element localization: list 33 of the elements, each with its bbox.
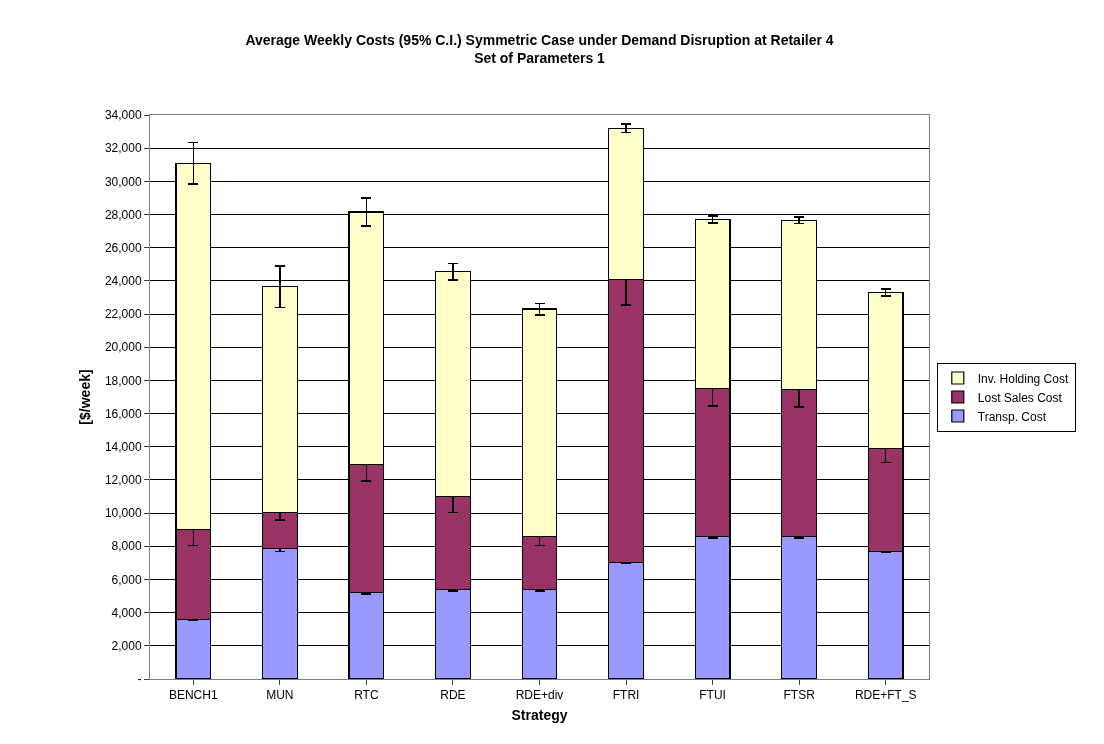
y-tick-label: 8,000 <box>111 539 142 554</box>
x-tick-label: RDE <box>440 688 466 703</box>
legend-label: Inv. Holding Cost <box>977 371 1069 386</box>
x-tick-label: FTUI <box>699 688 726 703</box>
y-tick-label: 6,000 <box>111 572 142 587</box>
x-tick-label: RTC <box>354 688 379 703</box>
y-tick-label: 16,000 <box>104 406 142 421</box>
y-tick-label: 4,000 <box>111 605 142 620</box>
x-tick-label: RDE+div <box>515 688 564 703</box>
y-tick-label: 20,000 <box>104 340 142 355</box>
y-tick-label: 26,000 <box>104 240 142 255</box>
x-tick-label: RDE+FT_S <box>854 688 917 703</box>
legend-label: Lost Sales Cost <box>977 390 1063 405</box>
x-tick-label: MUN <box>266 688 294 703</box>
x-tick-label: FTRI <box>612 688 640 703</box>
y-tick-label: 30,000 <box>104 174 142 189</box>
x-tick-label: BENCH1 <box>168 688 218 703</box>
y-tick-label: 14,000 <box>104 439 142 454</box>
legend-label: Transp. Cost <box>977 409 1047 424</box>
x-axis-title: Strategy <box>511 706 568 723</box>
y-tick-label: 12,000 <box>104 473 142 488</box>
y-tick-label: - <box>137 672 142 687</box>
y-tick-label: 10,000 <box>104 506 142 521</box>
y-tick-label: 28,000 <box>104 207 142 222</box>
y-tick-label: 32,000 <box>104 141 142 156</box>
y-tick-label: 22,000 <box>104 307 142 322</box>
y-tick-label: 2,000 <box>111 639 142 654</box>
chart-title: Average Weekly Costs (95% C.I.) Symmetric Case under Demand Disruption at Retailer 4 Set of Parameters 1 <box>245 31 834 66</box>
y-tick-label: 34,000 <box>104 108 142 123</box>
x-tick-label: FTSR <box>783 688 816 703</box>
y-tick-label: 24,000 <box>104 274 142 289</box>
y-axis-title: [$/week] <box>77 369 94 425</box>
y-tick-label: 18,000 <box>104 373 142 388</box>
